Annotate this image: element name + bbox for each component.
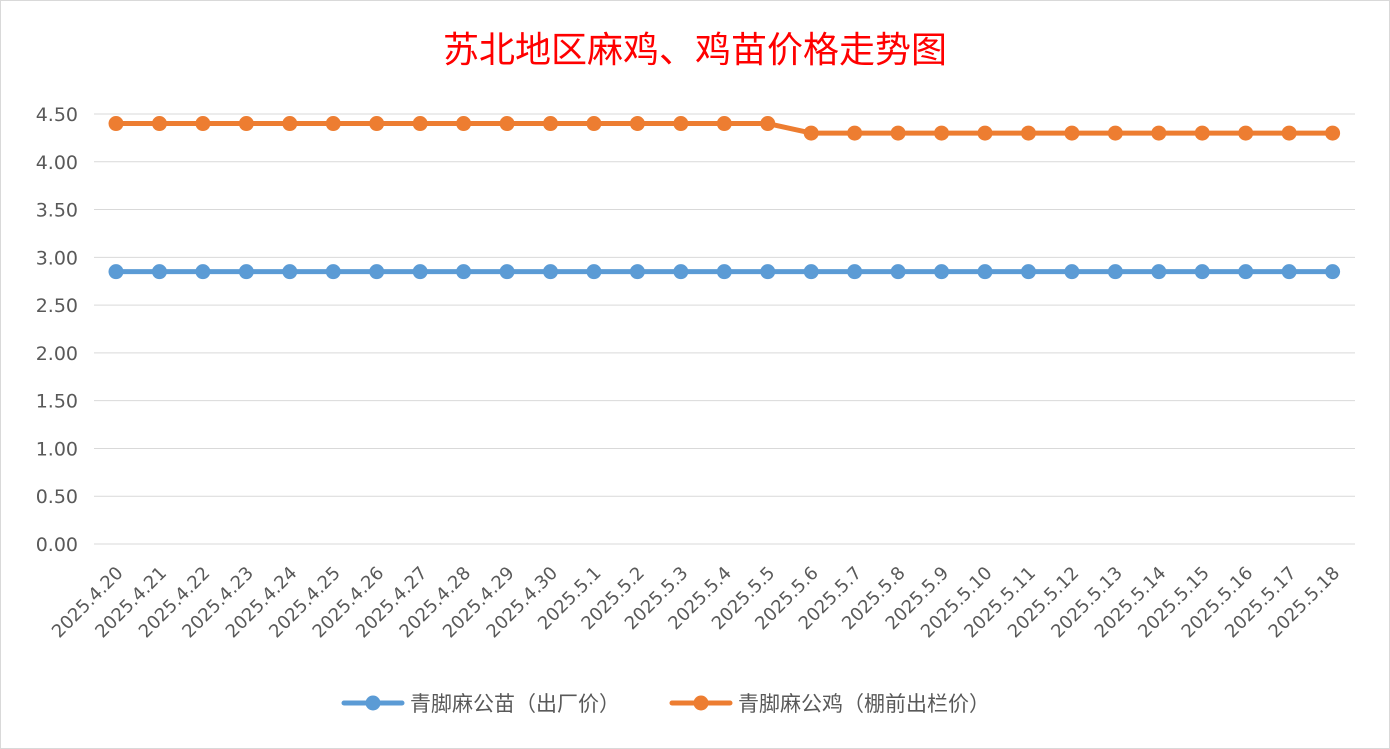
data-point bbox=[847, 264, 863, 280]
data-point bbox=[760, 116, 776, 132]
data-point bbox=[543, 116, 558, 132]
y-tick-label: 2.50 bbox=[36, 295, 78, 317]
gridlines bbox=[94, 113, 1355, 545]
data-point bbox=[543, 264, 558, 280]
data-point bbox=[238, 116, 254, 132]
data-point bbox=[1064, 125, 1080, 141]
y-tick-label: 1.00 bbox=[36, 438, 78, 460]
data-point bbox=[1325, 125, 1341, 141]
data-point bbox=[456, 264, 472, 280]
data-point bbox=[499, 264, 515, 280]
data-point bbox=[716, 264, 732, 280]
data-point bbox=[1064, 264, 1080, 280]
data-point bbox=[456, 116, 472, 132]
legend-item: 青脚麻公鸡（棚前出栏价） bbox=[669, 692, 990, 716]
y-tick-label: 0.50 bbox=[36, 486, 78, 508]
data-point bbox=[760, 264, 776, 280]
y-tick-label: 4.50 bbox=[36, 104, 78, 126]
data-point bbox=[108, 116, 124, 132]
data-point bbox=[282, 116, 298, 132]
data-point bbox=[369, 116, 385, 132]
data-point bbox=[890, 125, 906, 141]
data-point bbox=[934, 264, 950, 280]
data-point bbox=[586, 264, 602, 280]
y-tick-label: 3.50 bbox=[36, 200, 78, 222]
data-point bbox=[1194, 264, 1210, 280]
data-point bbox=[195, 116, 211, 132]
legend: 青脚麻公苗（出厂价） 青脚麻公鸡（棚前出栏价） bbox=[341, 692, 990, 716]
data-point bbox=[977, 125, 993, 141]
data-point bbox=[1238, 264, 1254, 280]
data-point bbox=[673, 264, 689, 280]
data-point bbox=[586, 116, 602, 132]
data-point bbox=[1107, 264, 1123, 280]
legend-swatch-marker bbox=[365, 695, 381, 711]
data-point bbox=[195, 264, 211, 280]
data-point bbox=[803, 125, 819, 141]
data-point bbox=[282, 264, 298, 280]
data-point bbox=[803, 264, 819, 280]
x-axis-ticks: 2025.4.202025.4.212025.4.222025.4.232025… bbox=[48, 563, 1344, 643]
data-point bbox=[629, 264, 645, 280]
data-point bbox=[716, 116, 732, 132]
data-point bbox=[412, 264, 428, 280]
data-point bbox=[1107, 125, 1123, 141]
data-point bbox=[108, 264, 124, 280]
data-point bbox=[1151, 264, 1167, 280]
data-point bbox=[499, 116, 515, 132]
legend-item: 青脚麻公苗（出厂价） bbox=[341, 692, 620, 716]
data-point bbox=[890, 264, 906, 280]
data-point bbox=[1194, 125, 1210, 141]
legend-swatch-marker bbox=[693, 695, 709, 711]
data-point bbox=[1020, 264, 1036, 280]
data-point bbox=[1325, 264, 1341, 280]
data-point bbox=[1020, 125, 1036, 141]
data-point bbox=[369, 264, 385, 280]
series-2 bbox=[108, 116, 1341, 141]
data-point bbox=[673, 116, 689, 132]
legend-label: 青脚麻公鸡（棚前出栏价） bbox=[738, 692, 990, 716]
y-tick-label: 2.00 bbox=[36, 343, 78, 365]
data-point bbox=[1151, 125, 1167, 141]
data-point bbox=[629, 116, 645, 132]
data-point bbox=[151, 116, 167, 132]
data-point bbox=[934, 125, 950, 141]
data-point bbox=[1238, 125, 1254, 141]
y-tick-label: 4.00 bbox=[36, 152, 78, 174]
series-1 bbox=[108, 264, 1341, 280]
legend-label: 青脚麻公苗（出厂价） bbox=[410, 692, 620, 716]
data-point bbox=[1281, 264, 1297, 280]
data-point bbox=[412, 116, 428, 132]
data-point bbox=[325, 264, 341, 280]
y-tick-label: 1.50 bbox=[36, 391, 78, 413]
y-axis-ticks: 0.00 0.50 1.00 1.50 2.00 2.50 3.00 3.50 4.00 4.50 bbox=[36, 104, 78, 556]
y-tick-label: 0.00 bbox=[36, 534, 78, 556]
data-point bbox=[325, 116, 341, 132]
data-point bbox=[977, 264, 993, 280]
chart-title: 苏北地区麻鸡、鸡苗价格走势图 bbox=[443, 30, 947, 71]
data-point bbox=[238, 264, 254, 280]
y-tick-label: 3.00 bbox=[36, 247, 78, 269]
data-point bbox=[1281, 125, 1297, 141]
data-point bbox=[151, 264, 167, 280]
series-lines bbox=[108, 116, 1341, 280]
data-point bbox=[847, 125, 863, 141]
